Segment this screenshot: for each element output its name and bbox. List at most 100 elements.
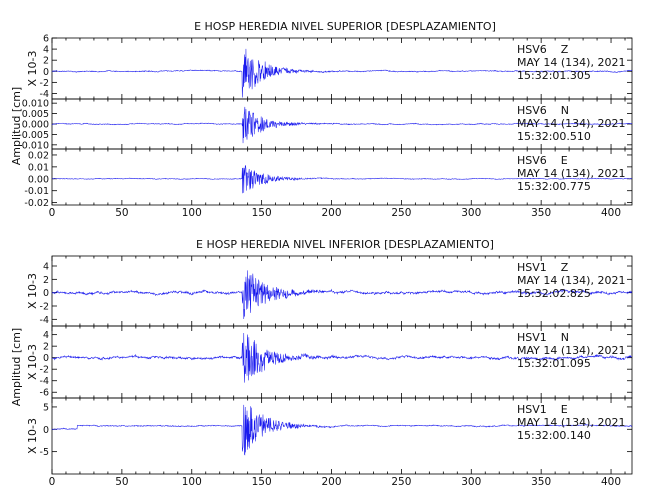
waveform-trace <box>51 165 633 194</box>
waveform-trace <box>51 270 633 320</box>
x-tick-label: 0 <box>49 207 56 219</box>
record-time: 15:32:00.140 <box>517 429 591 442</box>
y-tick-label: -5 <box>40 447 49 458</box>
y-tick-label: 6 <box>43 34 49 45</box>
station-label: HSV6 N <box>517 104 569 117</box>
waveform-trace <box>51 106 633 144</box>
record-time: 15:32:01.095 <box>517 357 591 370</box>
station-label: HSV6 E <box>517 154 568 167</box>
station-code: HSV1 <box>517 403 547 416</box>
component-code: N <box>561 104 569 117</box>
y-tick-label: 0.000 <box>22 120 49 131</box>
upper-figure-title: E HOSP HEREDIA NIVEL SUPERIOR [DESPLAZAM… <box>194 20 496 33</box>
station-code: HSV1 <box>517 261 547 274</box>
y-tick-label: -0.02 <box>24 198 49 209</box>
component-code: E <box>561 154 568 167</box>
y-tick-label: 0 <box>43 353 49 364</box>
waveform-trace <box>51 332 633 383</box>
component-code: E <box>561 403 568 416</box>
x-tick-label: 400 <box>601 207 621 219</box>
station-code: HSV6 <box>517 104 547 117</box>
station-label: HSV1 E <box>517 403 568 416</box>
y-tick-label: -2 <box>40 78 49 89</box>
station-label: HSV1 N <box>517 331 569 344</box>
y-tick-label: 4 <box>43 45 49 56</box>
y-tick-label: 2 <box>43 56 49 67</box>
component-code: Z <box>561 43 569 56</box>
station-code: HSV1 <box>517 331 547 344</box>
x-tick-label: 350 <box>531 207 551 219</box>
y-tick-label: 0.01 <box>28 162 49 173</box>
y-tick-label: 2 <box>43 342 49 353</box>
y-tick-label: -6 <box>40 388 49 399</box>
x-tick-label: 300 <box>461 207 481 219</box>
x-tick-label: 200 <box>321 207 341 219</box>
x-tick-label: 300 <box>461 476 481 488</box>
upper-figure-ylabel: Amplitud [cm] <box>10 87 23 165</box>
y-tick-label: 2 <box>43 275 49 286</box>
y-tick-label: -4 <box>40 315 49 326</box>
station-label: HSV1 Z <box>517 261 569 274</box>
record-date: MAY 14 (134), 2021 <box>517 274 625 287</box>
record-date: MAY 14 (134), 2021 <box>517 416 625 429</box>
x-tick-label: 100 <box>182 476 202 488</box>
record-time: 15:32:00.510 <box>517 130 591 143</box>
waveform-trace <box>51 48 633 98</box>
y-tick-label: -2 <box>40 365 49 376</box>
scale-factor-label: X 10-3 <box>26 418 39 454</box>
x-tick-label: 50 <box>115 476 128 488</box>
panel-frame <box>51 148 633 206</box>
y-tick-label: 0 <box>43 67 49 78</box>
y-tick-label: -4 <box>40 89 49 100</box>
record-date: MAY 14 (134), 2021 <box>517 56 625 69</box>
panel-frame <box>51 397 633 475</box>
y-tick-label: -0.010 <box>18 140 49 151</box>
x-tick-label: 250 <box>391 207 411 219</box>
x-tick-label: 400 <box>601 476 621 488</box>
record-time: 15:32:01.305 <box>517 69 591 82</box>
y-tick-label: 0 <box>43 288 49 299</box>
x-tick-label: 200 <box>321 476 341 488</box>
waveform-trace <box>51 404 633 456</box>
y-tick-label: 5 <box>43 402 49 413</box>
y-tick-label: 0.00 <box>28 174 49 185</box>
y-tick-label: 4 <box>43 262 49 273</box>
scale-factor-label: X 10-3 <box>26 51 39 87</box>
record-date: MAY 14 (134), 2021 <box>517 117 625 130</box>
scale-factor-label: X 10-3 <box>26 344 39 380</box>
y-tick-label: -4 <box>40 376 49 387</box>
record-date: MAY 14 (134), 2021 <box>517 167 625 180</box>
y-tick-label: -0.005 <box>18 130 49 141</box>
y-tick-label: 0.010 <box>22 99 49 110</box>
y-tick-label: -2 <box>40 302 49 313</box>
y-tick-label: 0.02 <box>28 150 49 161</box>
record-time: 15:32:02.825 <box>517 287 591 300</box>
x-tick-label: 0 <box>49 476 56 488</box>
y-tick-label: -0.01 <box>24 186 49 197</box>
x-tick-label: 250 <box>391 476 411 488</box>
lower-level-figure: E HOSP HEREDIA NIVEL INFERIOR [DESPLAZAM… <box>10 238 633 488</box>
x-tick-label: 350 <box>531 476 551 488</box>
lower-figure-ylabel: Amplitud [cm] <box>10 328 23 406</box>
station-code: HSV6 <box>517 43 547 56</box>
record-time: 15:32:00.775 <box>517 180 591 193</box>
component-code: N <box>561 331 569 344</box>
scale-factor-label: X 10-3 <box>26 273 39 309</box>
x-tick-label: 150 <box>252 207 272 219</box>
station-code: HSV6 <box>517 154 547 167</box>
y-tick-label: 0.005 <box>22 109 49 120</box>
x-tick-label: 150 <box>252 476 272 488</box>
x-tick-label: 50 <box>115 207 128 219</box>
y-tick-label: 4 <box>43 330 49 341</box>
record-date: MAY 14 (134), 2021 <box>517 344 625 357</box>
y-tick-label: 0 <box>43 425 49 436</box>
x-tick-label: 100 <box>182 207 202 219</box>
lower-figure-title: E HOSP HEREDIA NIVEL INFERIOR [DESPLAZAM… <box>196 238 494 251</box>
